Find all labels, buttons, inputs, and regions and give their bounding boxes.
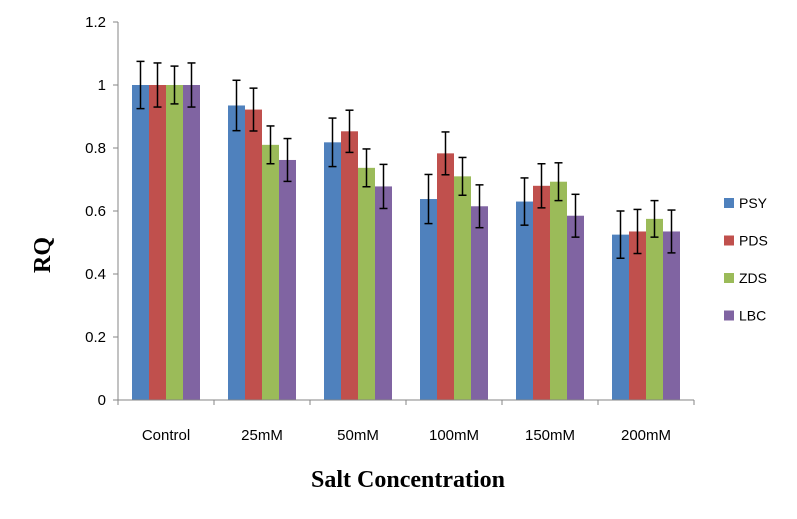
bar-zds-4 (550, 181, 567, 400)
y-tick-label: 1.2 (85, 14, 106, 31)
legend-swatch-pds (724, 235, 734, 246)
bar-lbc-2 (375, 186, 392, 400)
legend-swatch-psy (724, 198, 734, 208)
bar-zds-0 (166, 85, 183, 400)
y-tick-label: 0 (98, 392, 106, 409)
bar-zds-3 (454, 176, 471, 400)
legend-label-pds: PDS (739, 233, 768, 249)
x-tick-label: Control (142, 427, 190, 444)
x-tick-label: 200mM (621, 427, 671, 444)
legend-swatch-zds (724, 273, 734, 283)
y-tick-label: 0.8 (85, 140, 106, 157)
legend-label-psy: PSY (739, 195, 768, 211)
bar-lbc-0 (183, 85, 200, 400)
bar-psy-4 (516, 201, 533, 400)
bars-group (132, 85, 680, 400)
y-tick-labels: 0 0.2 0.4 0.6 0.8 1 1.2 (85, 14, 118, 409)
bar-pds-2 (341, 131, 358, 400)
x-tick-label: 25mM (241, 427, 283, 444)
legend-swatch-lbc (724, 310, 734, 321)
x-axis-title: Salt Concentration (311, 467, 505, 493)
bar-pds-5 (629, 231, 646, 400)
legend-label-lbc: LBC (739, 308, 766, 324)
x-tick-labels: Control 25mM 50mM 100mM 150mM 200mM (117, 400, 695, 444)
legend: PSY PDS ZDS LBC (724, 195, 768, 324)
bar-psy-0 (132, 85, 149, 400)
x-tick-label: 150mM (525, 427, 575, 444)
bar-pds-0 (149, 85, 166, 400)
bar-lbc-5 (663, 231, 680, 400)
bar-lbc-4 (567, 215, 584, 400)
y-tick-label: 0.6 (85, 203, 106, 220)
error-bars-group (136, 60, 676, 259)
bar-pds-1 (245, 109, 262, 400)
legend-label-zds: ZDS (739, 270, 767, 286)
bar-psy-2 (324, 142, 341, 400)
bar-lbc-3 (471, 206, 488, 400)
y-axis-title: RQ (30, 237, 56, 273)
bar-psy-1 (228, 105, 245, 400)
bar-zds-1 (262, 144, 279, 400)
axes-group (117, 22, 694, 401)
y-tick-label: 0.2 (85, 329, 106, 346)
bar-psy-3 (420, 199, 437, 400)
x-tick-label: 100mM (429, 427, 479, 444)
y-tick-label: 1 (98, 77, 106, 94)
y-tick-label: 0.4 (85, 266, 106, 283)
bar-pds-3 (437, 153, 454, 400)
bar-lbc-1 (279, 159, 296, 400)
bar-pds-4 (533, 185, 550, 400)
bar-psy-5 (612, 234, 629, 400)
bar-zds-5 (646, 218, 663, 400)
x-tick-label: 50mM (337, 427, 379, 444)
bar-zds-2 (358, 167, 375, 400)
